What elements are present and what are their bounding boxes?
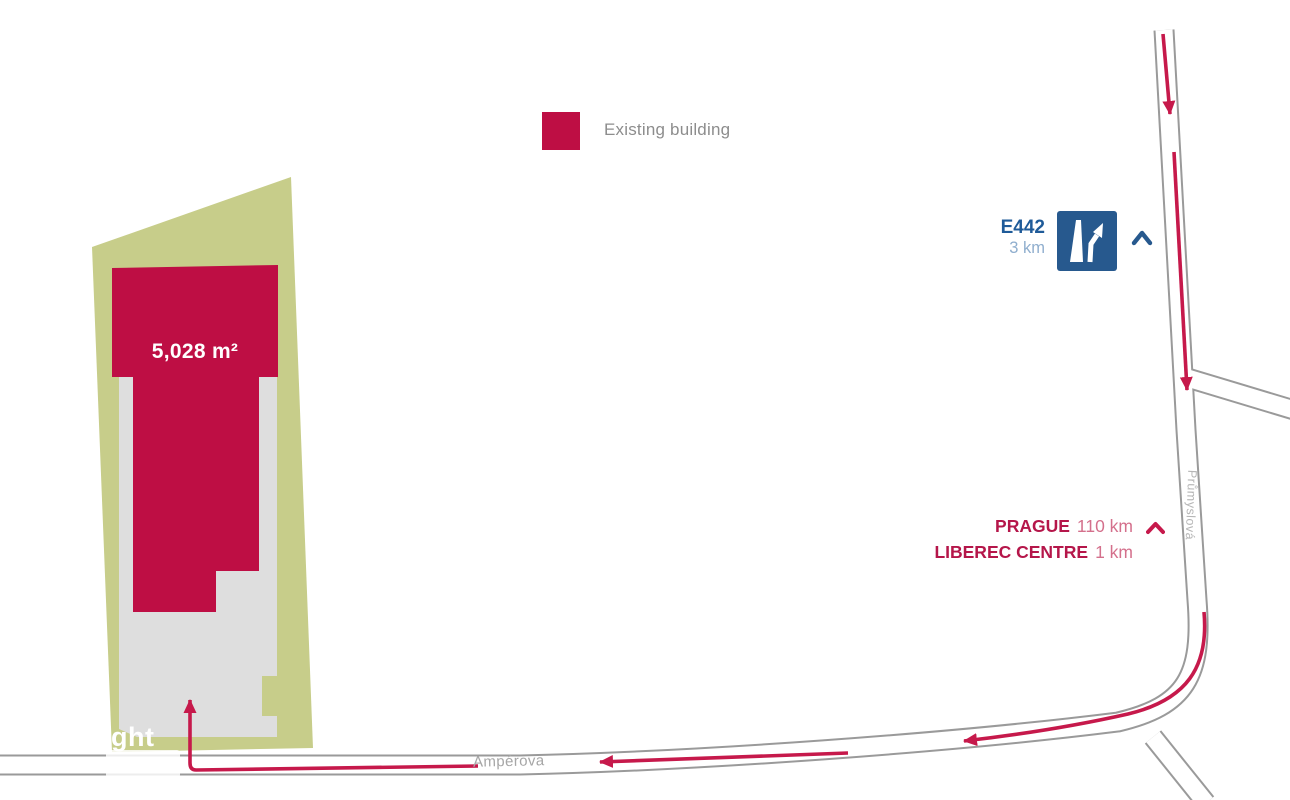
route-arrow-amperova-west	[599, 751, 849, 769]
watermark-smudge	[106, 750, 180, 778]
e442-distance-label: 3 km	[1009, 239, 1045, 257]
motorway-junction-icon	[1057, 211, 1117, 271]
e442-route-label: E442	[1000, 217, 1045, 238]
prague-distance: 110 km	[1076, 516, 1133, 536]
prague-label: PRAGUE	[995, 516, 1070, 536]
route-arrow-north-top	[1161, 33, 1176, 115]
road-south-branch-surface	[1146, 731, 1213, 800]
liberec-centre-distance: 1 km	[1095, 542, 1133, 562]
legend-existing-building-label: Existing building	[604, 120, 731, 139]
e442-sign-group: E442 3 km	[973, 217, 1045, 259]
street-label-amperova: Ampérova	[472, 752, 545, 771]
route-arrows	[183, 33, 1207, 772]
route-arrow-curve-west	[963, 611, 1207, 746]
building-area-label: 5,028 m²	[151, 340, 239, 363]
chevron-up-red-icon	[1146, 522, 1165, 534]
direction-liberec-centre: LIBEREC CENTRE 1 km	[934, 539, 1133, 565]
watermark-text-fragment: ight	[103, 722, 155, 752]
route-arrow-site-entrance	[183, 699, 479, 772]
directions-block: PRAGUE 110 km LIBEREC CENTRE 1 km	[934, 513, 1133, 565]
existing-building-shape	[112, 265, 278, 612]
legend-existing-building-swatch	[542, 112, 580, 150]
route-arrow-north-mid	[1172, 151, 1193, 391]
liberec-centre-label: LIBEREC CENTRE	[934, 542, 1089, 562]
direction-prague: PRAGUE 110 km	[934, 513, 1133, 539]
chevron-up-blue-icon	[1131, 230, 1153, 246]
road-east-branch-surface	[1178, 367, 1290, 418]
